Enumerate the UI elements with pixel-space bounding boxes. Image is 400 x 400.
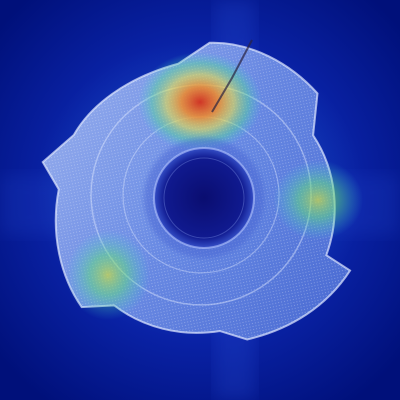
warm-spot-right [273,160,363,240]
bore-inner-ring [163,157,245,239]
bore-edge [153,147,255,249]
crack-line [211,39,253,113]
warm-spot-left [66,230,150,320]
center-bore [154,148,254,248]
hot-spot-top [138,52,262,152]
